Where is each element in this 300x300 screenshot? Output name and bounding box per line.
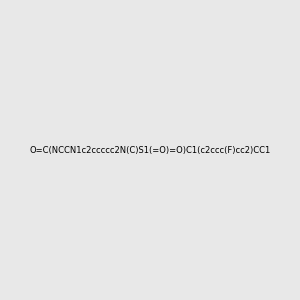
Text: O=C(NCCN1c2ccccc2N(C)S1(=O)=O)C1(c2ccc(F)cc2)CC1: O=C(NCCN1c2ccccc2N(C)S1(=O)=O)C1(c2ccc(F…	[29, 146, 271, 154]
